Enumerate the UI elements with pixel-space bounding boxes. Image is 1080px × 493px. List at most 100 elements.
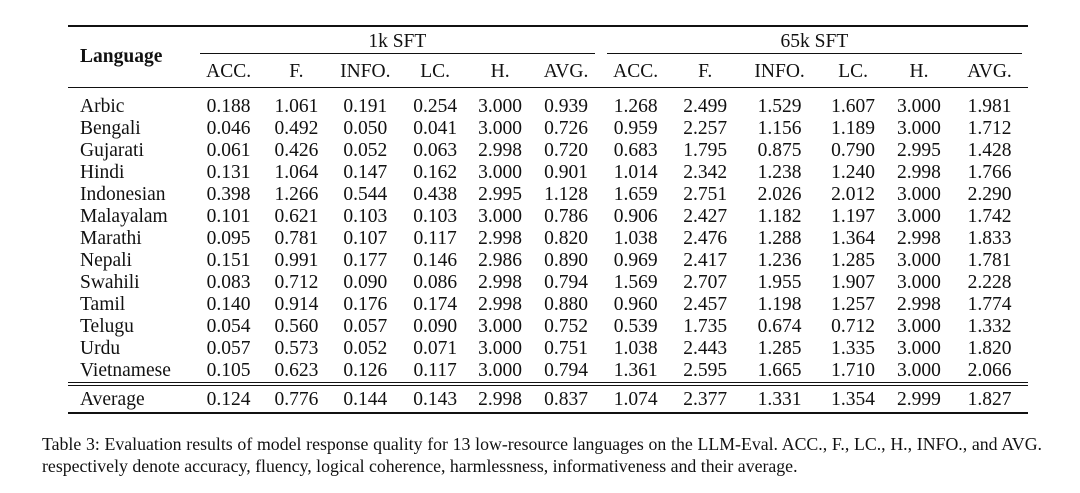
value-cell: 0.906	[613, 206, 658, 227]
value-cell: 2.998	[478, 140, 523, 161]
value-cell: 3.000	[897, 272, 941, 293]
value-cell: 3.000	[897, 338, 941, 359]
value-cell: 0.050	[343, 118, 388, 139]
value-cell: 0.041	[413, 118, 458, 139]
value-cell: 1.820	[967, 338, 1012, 359]
value-cell: 0.560	[274, 316, 319, 337]
group-header-1k-sft: 1k SFT	[194, 27, 601, 57]
table-row: Swahili 0.083 0.712 0.090 0.086 2.998 0.794 1.5…	[68, 272, 1028, 294]
average-label: Average	[80, 389, 145, 410]
average-value-cell: 0.776	[274, 389, 319, 410]
value-cell: 0.492	[274, 118, 319, 139]
value-cell: 1.335	[831, 338, 876, 359]
value-cell: 2.012	[831, 184, 876, 205]
value-cell: 1.361	[613, 360, 658, 381]
language-cell: Marathi	[80, 228, 142, 249]
value-cell: 0.147	[343, 162, 388, 183]
language-cell: Bengali	[80, 118, 141, 139]
language-cell: Tamil	[80, 294, 126, 315]
average-value-cell: 2.999	[897, 389, 941, 410]
group-underline	[199, 52, 595, 54]
value-cell: 2.443	[683, 338, 728, 359]
language-cell: Indonesian	[80, 184, 166, 205]
value-cell: 0.959	[613, 118, 658, 139]
value-cell: 3.000	[897, 206, 941, 227]
value-cell: 0.726	[544, 118, 588, 139]
value-cell: 0.046	[206, 118, 251, 139]
value-cell: 1.236	[757, 250, 802, 271]
value-cell: 1.955	[757, 272, 802, 293]
value-cell: 0.623	[274, 360, 319, 381]
value-cell: 1.238	[757, 162, 802, 183]
value-cell: 0.991	[274, 250, 319, 271]
language-cell: Gujarati	[80, 140, 144, 161]
value-cell: 2.457	[683, 294, 728, 315]
value-cell: 0.126	[343, 360, 388, 381]
value-cell: 0.875	[757, 140, 802, 161]
value-cell: 0.786	[544, 206, 588, 227]
value-cell: 0.103	[413, 206, 458, 227]
value-cell: 1.742	[967, 206, 1012, 227]
value-cell: 1.014	[613, 162, 658, 183]
value-cell: 0.188	[206, 96, 251, 117]
value-cell: 1.569	[613, 272, 658, 293]
language-cell: Arbic	[80, 96, 125, 117]
value-cell: 2.499	[683, 96, 728, 117]
table-row: Arbic 0.188 1.061 0.191 0.254 3.000 0.939 1.268…	[68, 96, 1028, 118]
value-cell: 0.712	[274, 272, 319, 293]
table-body: Arbic 0.188 1.061 0.191 0.254 3.000 0.939 1.268…	[68, 96, 1028, 382]
value-cell: 1.981	[967, 96, 1012, 117]
value-cell: 0.052	[343, 140, 388, 161]
average-value-cell: 0.143	[413, 389, 458, 410]
metric-header: AVG.	[543, 61, 589, 82]
language-cell: Hindi	[80, 162, 125, 183]
value-cell: 0.117	[413, 360, 457, 381]
table-row: Telugu 0.054 0.560 0.057 0.090 3.000 0.752 0.53…	[68, 316, 1028, 338]
table-row: Urdu 0.057 0.573 0.052 0.071 3.000 0.751 1.038 2…	[68, 338, 1028, 360]
value-cell: 0.090	[413, 316, 458, 337]
value-cell: 0.969	[613, 250, 658, 271]
value-cell: 1.156	[757, 118, 802, 139]
average-value-cell: 1.331	[757, 389, 802, 410]
value-cell: 1.766	[967, 162, 1012, 183]
average-row: Average 0.124 0.776 0.144 0.143 2.998 0.837 1.0…	[68, 386, 1028, 413]
value-cell: 1.795	[683, 140, 728, 161]
value-cell: 3.000	[478, 338, 523, 359]
value-cell: 1.189	[831, 118, 876, 139]
value-cell: 2.417	[683, 250, 728, 271]
value-cell: 0.539	[613, 316, 658, 337]
value-cell: 0.061	[206, 140, 251, 161]
value-cell: 2.998	[478, 294, 523, 315]
value-cell: 1.038	[613, 228, 658, 249]
header-rule	[68, 87, 1028, 96]
value-cell: 1.907	[831, 272, 876, 293]
value-cell: 2.228	[967, 272, 1012, 293]
value-cell: 1.774	[967, 294, 1012, 315]
language-cell: Telugu	[80, 316, 134, 337]
value-cell: 1.712	[967, 118, 1012, 139]
value-cell: 0.090	[343, 272, 388, 293]
average-value-cell: 0.124	[206, 389, 251, 410]
value-cell: 0.712	[831, 316, 876, 337]
metric-header: F.	[698, 61, 713, 82]
value-cell: 2.595	[683, 360, 728, 381]
metric-header: ACC.	[613, 61, 659, 82]
value-cell: 1.659	[613, 184, 658, 205]
value-cell: 0.544	[343, 184, 388, 205]
value-cell: 0.398	[206, 184, 251, 205]
value-cell: 0.107	[343, 228, 388, 249]
value-cell: 1.781	[967, 250, 1012, 271]
language-cell: Swahili	[80, 272, 140, 293]
average-value-cell: 2.377	[683, 389, 728, 410]
table-caption: Table 3: Evaluation results of model res…	[42, 434, 1042, 476]
value-cell: 0.151	[206, 250, 251, 271]
table-row: Marathi 0.095 0.781 0.107 0.117 2.998 0.820 1.0…	[68, 228, 1028, 250]
value-cell: 2.998	[478, 228, 523, 249]
value-cell: 0.621	[274, 206, 319, 227]
value-cell: 1.198	[757, 294, 802, 315]
value-cell: 1.332	[967, 316, 1012, 337]
value-cell: 0.254	[413, 96, 458, 117]
value-cell: 0.177	[343, 250, 388, 271]
table-row: Hindi 0.131 1.064 0.147 0.162 3.000 0.901 1.014…	[68, 162, 1028, 184]
value-cell: 0.071	[413, 338, 458, 359]
